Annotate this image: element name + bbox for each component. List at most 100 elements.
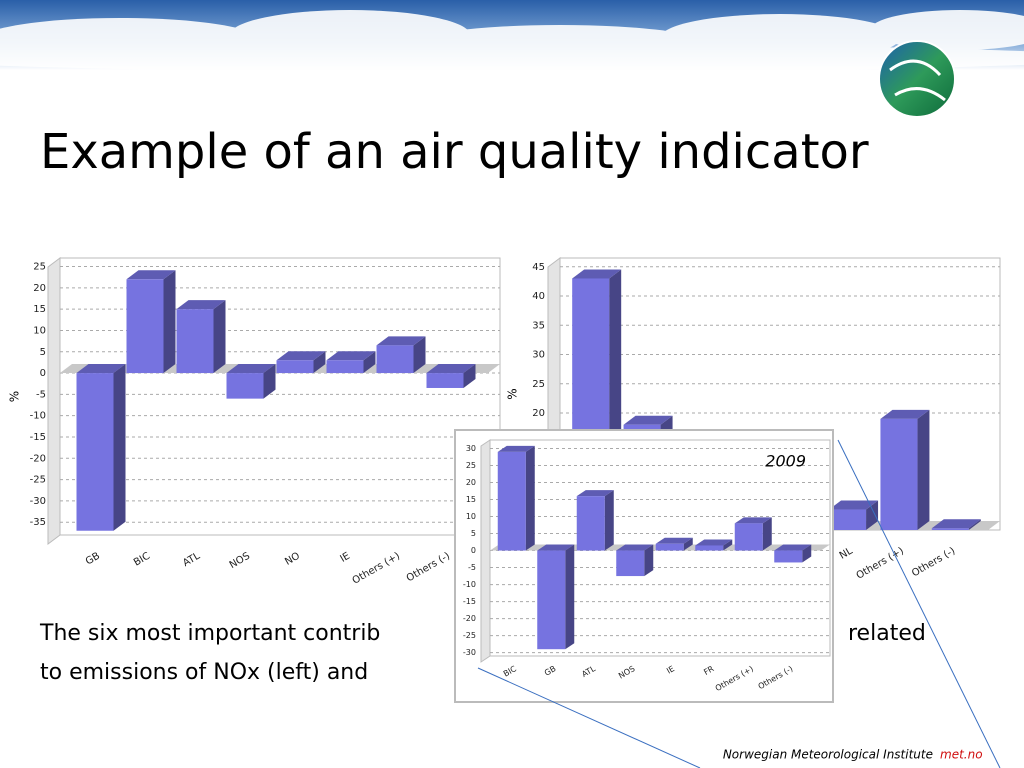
bar-side	[968, 519, 981, 530]
bar-side	[213, 300, 226, 374]
bar	[880, 418, 918, 530]
bar	[576, 496, 605, 551]
y-tick-label: 5	[40, 347, 46, 358]
y-tick-label: 0	[40, 368, 46, 379]
x-tick-label: GB	[84, 551, 102, 568]
bar-side	[644, 544, 654, 577]
bar-top	[829, 500, 879, 510]
bar-top	[76, 364, 126, 374]
bar-side	[263, 364, 276, 399]
x-tick-label: Others (-)	[405, 551, 452, 585]
x-tick-label: IE	[338, 551, 352, 565]
bar-top	[616, 544, 654, 551]
x-tick-label: Others (+)	[351, 551, 402, 587]
bar-top	[326, 351, 376, 361]
x-tick-label: ATL	[181, 550, 202, 569]
bar	[326, 360, 364, 374]
bar-side	[363, 351, 376, 374]
connector-line	[837, 439, 1001, 768]
clouds	[0, 10, 1024, 72]
y-tick-label: 20	[33, 283, 46, 294]
bar	[616, 550, 645, 577]
y-tick-label: 40	[532, 291, 545, 302]
x-tick-label: NL	[838, 545, 855, 561]
y-axis-label: %	[506, 388, 520, 399]
y-tick-label: -15	[463, 597, 476, 606]
bar-side	[413, 336, 426, 374]
y-tick-label: 5	[471, 529, 476, 538]
y-tick-label: -10	[463, 580, 476, 589]
bar-side	[463, 364, 476, 388]
bar-top	[623, 415, 673, 425]
bar	[376, 345, 414, 374]
bar-top	[734, 517, 772, 524]
bar	[931, 528, 969, 530]
bar	[126, 279, 164, 374]
y-tick-label: -30	[30, 496, 46, 507]
bar-side	[917, 409, 930, 530]
bar-side	[762, 517, 772, 551]
chart: 25 20 15 10 5 0 -5 -10 -15 -20 -25 -30 -35% GB BIC ATL N…	[8, 257, 501, 587]
x-tick-label: Others (-)	[910, 546, 957, 580]
bar	[829, 509, 867, 530]
y-tick-label: -5	[36, 389, 46, 400]
y-tick-label: -25	[30, 475, 46, 486]
footer-institute: Norwegian Meteorological Institute	[723, 748, 933, 762]
body-line: to emissions of NOx (left) and	[40, 660, 368, 685]
charts: 25 20 15 10 5 0 -5 -10 -15 -20 -25 -30 -35% GB BIC ATL N…	[8, 257, 1001, 703]
bar-side	[723, 539, 733, 551]
y-axis-label: %	[8, 391, 22, 402]
bar-side	[802, 544, 812, 563]
bar-top	[695, 539, 733, 546]
bar	[497, 451, 526, 551]
plot-depth	[480, 439, 491, 663]
y-tick-label: -30	[463, 648, 476, 657]
y-tick-label: 45	[532, 262, 545, 273]
y-tick-label: -20	[463, 614, 476, 623]
plot-depth	[47, 257, 61, 545]
y-tick-label: 20	[532, 408, 545, 419]
bar-top	[426, 364, 476, 374]
y-tick-label: 25	[532, 379, 545, 390]
bar	[695, 545, 724, 551]
slide-title: Example of an air quality indicator	[40, 124, 869, 180]
plot-area	[59, 257, 501, 536]
y-tick-label: -35	[30, 517, 46, 528]
bar	[176, 309, 214, 374]
bar-side	[604, 490, 614, 551]
bar-side	[163, 270, 176, 374]
bar-top	[176, 300, 226, 310]
connector-line	[477, 667, 701, 768]
x-tick-label: BIC	[132, 551, 152, 569]
y-tick-label: 30	[466, 444, 476, 453]
annotation: 2009	[765, 452, 806, 471]
footer-site: met.no	[940, 748, 983, 762]
bar-top	[931, 519, 981, 529]
y-tick-label: -5	[468, 563, 476, 572]
logo	[878, 40, 956, 118]
bar-top	[226, 364, 276, 374]
y-tick-label: 25	[33, 262, 46, 273]
x-tick-label: NOS	[228, 551, 252, 571]
bar	[276, 360, 314, 374]
y-tick-label: 0	[471, 546, 476, 555]
bar-top	[572, 269, 622, 279]
y-tick-label: -20	[30, 453, 46, 464]
x-tick-label: Others (+)	[855, 546, 906, 582]
bar	[426, 373, 464, 388]
bar-side	[866, 500, 879, 530]
body-line: The six most important contrib	[39, 621, 380, 646]
body-line: related	[848, 621, 926, 646]
bar-top	[880, 409, 930, 419]
bar-top	[376, 336, 426, 346]
y-tick-label: -15	[30, 432, 46, 443]
bar-side	[683, 537, 693, 551]
bar-top	[126, 270, 176, 280]
bar-side	[525, 445, 535, 551]
bar	[537, 550, 566, 650]
bar-side	[113, 364, 126, 531]
bar	[76, 373, 114, 531]
bar-side	[565, 544, 575, 650]
